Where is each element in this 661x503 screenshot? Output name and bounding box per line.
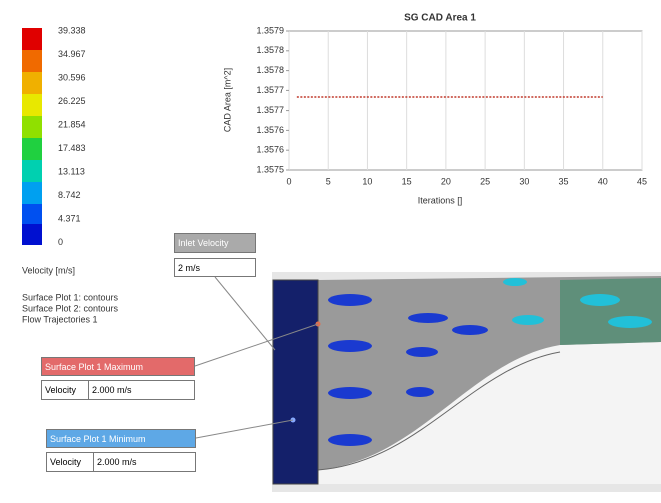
colorbar-label: 21.854 <box>58 119 86 129</box>
x-tick-label: 35 <box>559 176 569 186</box>
y-tick-label: 1.3576 <box>256 125 284 135</box>
colorbar-label: 34.967 <box>58 49 86 59</box>
callout-title: Surface Plot 1 Maximum <box>41 357 195 376</box>
colorbar-label: 4.371 <box>58 213 81 223</box>
note: Surface Plot 1: contours <box>22 292 119 302</box>
colorbar-label: 30.596 <box>58 72 86 82</box>
colorbar-label: 17.483 <box>58 143 86 153</box>
callout-title: Inlet Velocity <box>174 233 256 253</box>
model-view <box>195 272 661 492</box>
colorbar <box>22 28 42 245</box>
canvas: SG CAD Area 1 Iterations [] CAD Area [m^… <box>0 0 661 503</box>
x-axis-label: Iterations [] <box>418 195 463 205</box>
x-tick-label: 15 <box>402 176 412 186</box>
callout-value: 2.000 m/s <box>88 380 195 400</box>
x-tick-label: 25 <box>480 176 490 186</box>
y-tick-label: 1.3577 <box>256 85 284 95</box>
legend-title: Velocity [m/s] <box>22 265 75 275</box>
colorbar-label: 39.338 <box>58 25 86 35</box>
x-tick-label: 5 <box>326 176 331 186</box>
y-tick-label: 1.3576 <box>256 145 284 155</box>
callout-value: 2 m/s <box>174 258 256 277</box>
colorbar-label: 26.225 <box>58 96 86 106</box>
colorbar-label: 13.113 <box>58 166 85 176</box>
chart-title: SG CAD Area 1 <box>404 13 476 24</box>
x-tick-label: 0 <box>286 176 291 186</box>
note: Surface Plot 2: contours <box>22 303 119 313</box>
y-axis-label: CAD Area [m^2] <box>222 68 232 132</box>
note: Flow Trajectories 1 <box>22 314 98 324</box>
callout-label: Velocity <box>41 380 89 400</box>
y-tick-label: 1.3578 <box>256 65 284 75</box>
colorbar-label: 0 <box>58 237 63 247</box>
x-tick-label: 20 <box>441 176 451 186</box>
x-tick-label: 10 <box>362 176 372 186</box>
x-tick-label: 45 <box>637 176 647 186</box>
colorbar-label: 8.742 <box>58 190 81 200</box>
callout-label: Velocity <box>46 452 94 472</box>
x-tick-label: 40 <box>598 176 608 186</box>
y-tick-label: 1.3578 <box>256 45 284 55</box>
x-tick-label: 30 <box>519 176 529 186</box>
callout-title: Surface Plot 1 Minimum <box>46 429 196 448</box>
y-tick-label: 1.3579 <box>256 25 284 35</box>
y-tick-label: 1.3577 <box>256 105 284 115</box>
y-tick-label: 1.3575 <box>256 164 284 174</box>
callout-value: 2.000 m/s <box>93 452 196 472</box>
screen: SG CAD Area 1 Iterations [] CAD Area [m^… <box>0 0 661 503</box>
plot-area <box>289 31 642 170</box>
